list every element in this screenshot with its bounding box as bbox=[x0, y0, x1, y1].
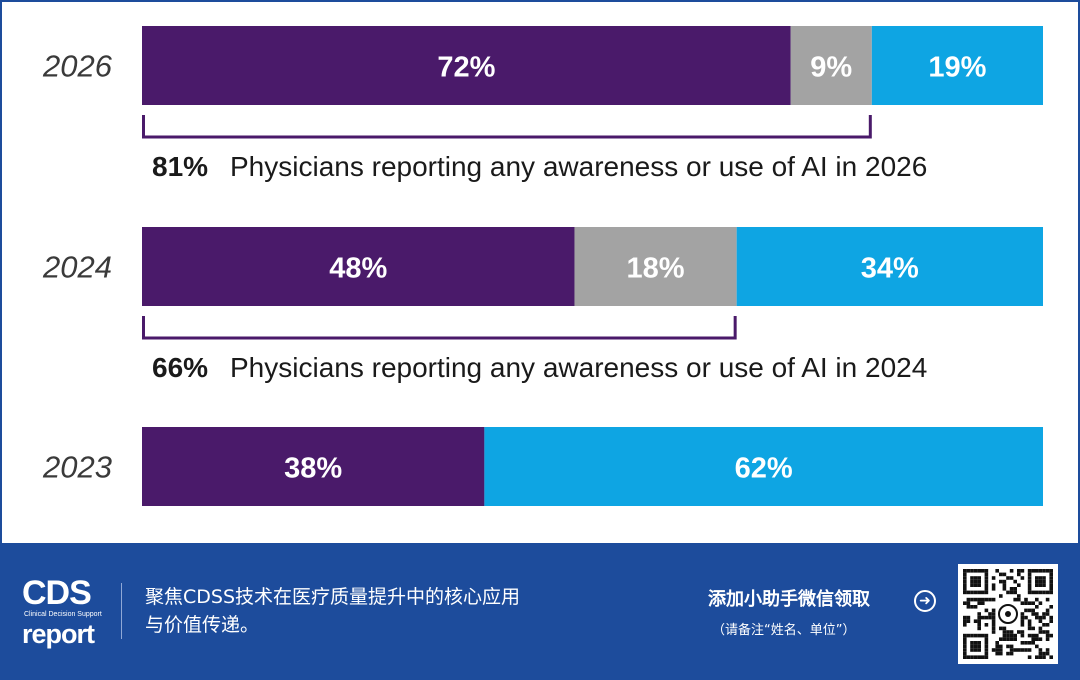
data-label-2026-1: 9% bbox=[810, 52, 852, 84]
bar-segment-2023-2 bbox=[484, 427, 1043, 506]
bar-segment-2026-1 bbox=[790, 26, 872, 105]
wechat-cta-link[interactable]: 添加小助手微信领取 bbox=[708, 589, 870, 610]
data-label-2024-1: 18% bbox=[627, 253, 685, 285]
annotation-bracket-2024 bbox=[142, 316, 737, 340]
chart-area: 2026 72% 9% 19% 2024 48% 18% 34% 2023 38% 62% 81% Ph… bbox=[0, 0, 1080, 543]
footer-divider bbox=[121, 583, 122, 639]
logo-report-text: report bbox=[22, 619, 95, 649]
annotation-text-2026: Physicians reporting any awareness or us… bbox=[230, 151, 927, 182]
bar-segment-2026-0 bbox=[142, 26, 791, 105]
data-label-2024-0: 48% bbox=[329, 253, 387, 285]
slogan-line-2: 与价值传递。 bbox=[145, 614, 260, 636]
logo-subtitle: Clinical Decision Support bbox=[24, 611, 102, 618]
bar-segment-2024-1 bbox=[574, 227, 737, 306]
annotation-bracket-2026 bbox=[142, 115, 872, 139]
bar-segment-2024-2 bbox=[736, 227, 1043, 306]
slogan-line-1: 聚焦CDSS技术在医疗质量提升中的核心应用 bbox=[145, 586, 521, 608]
cds-report-logo: CDS Clinical Decision Support report bbox=[22, 574, 102, 651]
year-label-2026: 2026 bbox=[42, 49, 113, 84]
qr-code-icon[interactable] bbox=[958, 564, 1058, 664]
data-label-2023-0: 38% bbox=[284, 453, 342, 485]
data-label-2026-2: 19% bbox=[928, 52, 986, 84]
data-label-2026-0: 72% bbox=[437, 52, 495, 84]
arrow-right-circle-icon[interactable]: ➜ bbox=[914, 590, 936, 612]
footer-banner: CDS Clinical Decision Support report 聚焦C… bbox=[0, 543, 1080, 680]
annotation-value-2026: 81% bbox=[152, 151, 208, 182]
year-label-2023: 2023 bbox=[42, 450, 112, 485]
year-label-2024: 2024 bbox=[42, 250, 112, 285]
data-label-2024-2: 34% bbox=[861, 253, 919, 285]
bar-segment-2026-2 bbox=[871, 26, 1043, 105]
bar-segment-2024-0 bbox=[142, 227, 575, 306]
slogan: 聚焦CDSS技术在医疗质量提升中的核心应用 与价值传递。 bbox=[145, 583, 625, 639]
annotation-text-2024: Physicians reporting any awareness or us… bbox=[230, 352, 927, 383]
cta-note: （请备注“姓名、单位”） bbox=[712, 623, 856, 638]
logo-cds-text: CDS bbox=[22, 574, 92, 612]
data-label-2023-2: 62% bbox=[735, 453, 793, 485]
bar-segment-2023-0 bbox=[142, 427, 485, 506]
annotation-value-2024: 66% bbox=[152, 352, 208, 383]
stacked-bar-chart: 2026 72% 9% 19% 2024 48% 18% 34% 2023 38% 62% 81% Ph… bbox=[42, 26, 1043, 506]
